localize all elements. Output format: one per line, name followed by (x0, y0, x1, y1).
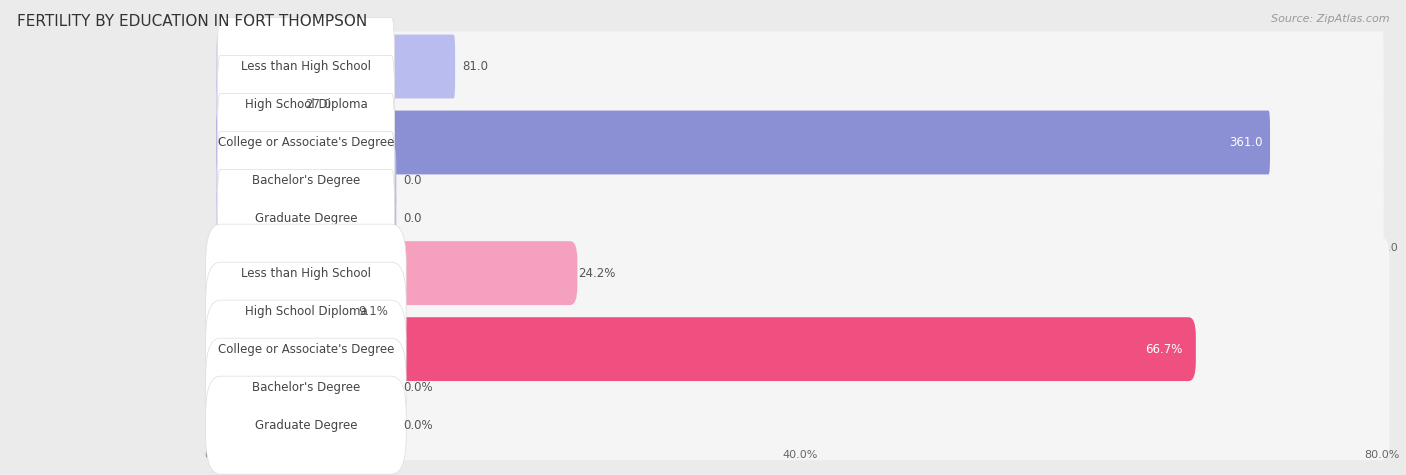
FancyBboxPatch shape (211, 393, 402, 457)
FancyBboxPatch shape (217, 149, 396, 212)
Text: 9.1%: 9.1% (359, 304, 388, 318)
Text: Graduate Degree: Graduate Degree (254, 212, 357, 225)
FancyBboxPatch shape (217, 31, 1384, 102)
FancyBboxPatch shape (218, 170, 395, 267)
FancyBboxPatch shape (211, 314, 1389, 384)
Text: High School Diploma: High School Diploma (245, 304, 367, 318)
FancyBboxPatch shape (218, 132, 395, 229)
Text: 0.0: 0.0 (404, 212, 422, 225)
FancyBboxPatch shape (217, 69, 1384, 140)
Text: 81.0: 81.0 (461, 60, 488, 73)
Text: Bachelor's Degree: Bachelor's Degree (252, 174, 360, 187)
FancyBboxPatch shape (205, 300, 406, 398)
Text: Bachelor's Degree: Bachelor's Degree (252, 380, 360, 394)
FancyBboxPatch shape (217, 35, 456, 98)
FancyBboxPatch shape (218, 56, 395, 153)
FancyBboxPatch shape (205, 338, 406, 436)
Text: 24.2%: 24.2% (578, 266, 616, 280)
FancyBboxPatch shape (218, 18, 395, 115)
Text: 0.0%: 0.0% (404, 380, 433, 394)
FancyBboxPatch shape (217, 187, 396, 250)
FancyBboxPatch shape (211, 241, 578, 305)
FancyBboxPatch shape (205, 376, 406, 474)
FancyBboxPatch shape (211, 352, 1389, 422)
Text: 27.0: 27.0 (305, 98, 330, 111)
FancyBboxPatch shape (217, 183, 1384, 254)
Text: 0.0%: 0.0% (404, 418, 433, 432)
Text: 0.0: 0.0 (404, 174, 422, 187)
FancyBboxPatch shape (205, 224, 406, 322)
FancyBboxPatch shape (211, 317, 1197, 381)
Text: 361.0: 361.0 (1229, 136, 1263, 149)
FancyBboxPatch shape (217, 107, 1384, 178)
Text: FERTILITY BY EDUCATION IN FORT THOMPSON: FERTILITY BY EDUCATION IN FORT THOMPSON (17, 14, 367, 29)
FancyBboxPatch shape (211, 276, 1389, 346)
FancyBboxPatch shape (217, 145, 1384, 216)
Text: Less than High School: Less than High School (240, 266, 371, 280)
FancyBboxPatch shape (211, 238, 1389, 308)
FancyBboxPatch shape (218, 94, 395, 191)
Text: College or Associate's Degree: College or Associate's Degree (218, 342, 394, 356)
FancyBboxPatch shape (211, 355, 402, 419)
Text: College or Associate's Degree: College or Associate's Degree (218, 136, 394, 149)
FancyBboxPatch shape (211, 279, 357, 343)
Text: Graduate Degree: Graduate Degree (254, 418, 357, 432)
Text: High School Diploma: High School Diploma (245, 98, 367, 111)
FancyBboxPatch shape (217, 73, 298, 136)
FancyBboxPatch shape (217, 111, 1270, 174)
Text: Source: ZipAtlas.com: Source: ZipAtlas.com (1271, 14, 1389, 24)
FancyBboxPatch shape (205, 262, 406, 360)
Text: Less than High School: Less than High School (240, 60, 371, 73)
Text: 66.7%: 66.7% (1146, 342, 1182, 356)
FancyBboxPatch shape (211, 390, 1389, 460)
